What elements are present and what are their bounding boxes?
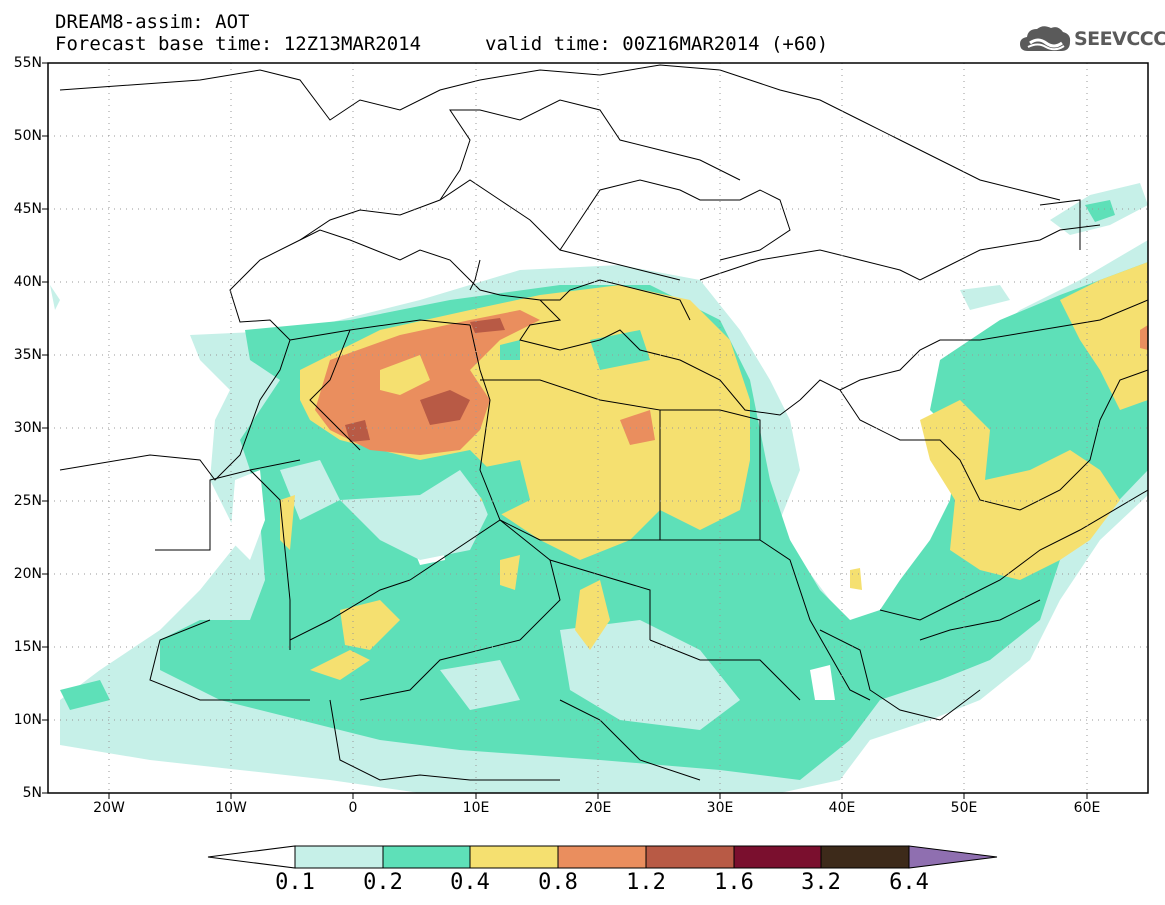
colorbar-over-arrow (908, 845, 998, 869)
lat-label: 35N (13, 347, 42, 363)
country-borders (59, 64, 1148, 781)
valid-time-label: valid time: 00Z16MAR2014 (+60) (485, 33, 829, 55)
logo-text: SEEVCCC (1074, 28, 1165, 50)
lon-label: 0 (348, 800, 358, 816)
lon-label: 40E (828, 800, 856, 816)
lat-label: 30N (13, 420, 42, 436)
map-subtitle: Forecast base time: 12Z13MAR2014 valid ti… (55, 33, 828, 55)
colorbar-segment-3.2 (820, 845, 910, 869)
aot-field (50, 183, 1148, 793)
colorbar (207, 845, 998, 869)
lat-label: 55N (13, 55, 42, 71)
colorbar-label: 0.8 (538, 870, 578, 895)
colorbar-label: 1.2 (626, 870, 666, 895)
aot-level-0.8 (315, 310, 1148, 455)
colorbar-segment-1.6 (733, 845, 822, 869)
colorbar-segment-0.8 (557, 845, 647, 869)
lon-label: 30E (706, 800, 734, 816)
colorbar-label: 0.2 (363, 870, 403, 895)
colorbar-label: 3.2 (801, 870, 841, 895)
aot-level-1.2 (345, 318, 505, 442)
lon-label: 20W (93, 800, 125, 816)
lat-label: 15N (13, 639, 42, 655)
map-title: DREAM8-assim: AOT (55, 11, 250, 33)
colorbar-segment-0.2 (382, 845, 471, 869)
aot-low-pockets (230, 340, 925, 700)
lat-label: 25N (13, 493, 42, 509)
cloud-icon (1020, 26, 1071, 51)
lon-label: 50E (950, 800, 978, 816)
colorbar-segment-0.1 (294, 845, 384, 869)
aot-level-0.2-pockets (470, 330, 1040, 520)
colorbar-label: 0.1 (275, 870, 315, 895)
base-time-label: Forecast base time: 12Z13MAR2014 (55, 33, 422, 55)
aot-level-0.4-pockets (380, 355, 430, 395)
lon-label: 10E (462, 800, 490, 816)
lon-label: 10W (215, 800, 247, 816)
colorbar-label: 6.4 (889, 870, 929, 895)
aot-level-0.1-pockets (280, 285, 1010, 730)
lon-label: 20E (584, 800, 612, 816)
lat-label: 40N (13, 274, 42, 290)
colorbar-label: 0.4 (450, 870, 490, 895)
axis-ticks (42, 62, 1088, 799)
colorbar-segment-1.2 (645, 845, 735, 869)
lat-label: 5N (22, 785, 42, 801)
lat-label: 20N (13, 566, 42, 582)
lon-label: 60E (1073, 800, 1101, 816)
lat-label: 50N (13, 128, 42, 144)
lat-label: 10N (13, 712, 42, 728)
colorbar-under-arrow (207, 845, 296, 869)
seevccc-logo: SEEVCCC (1018, 23, 1165, 55)
colorbar-label: 1.6 (714, 870, 754, 895)
colorbar-segment-0.4 (469, 845, 559, 869)
lat-label: 45N (13, 201, 42, 217)
